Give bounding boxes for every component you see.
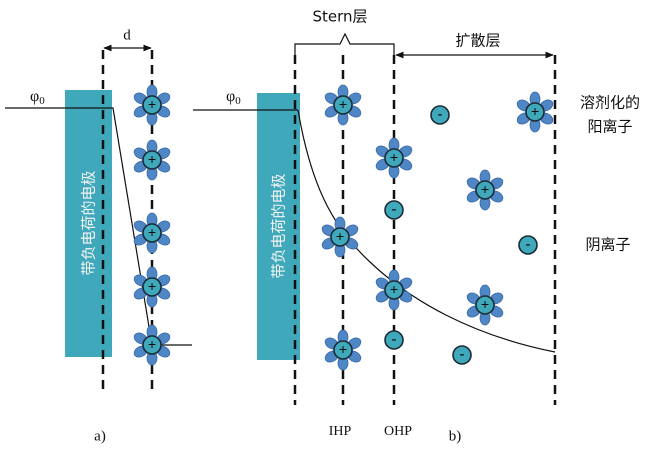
ion-sign: - (460, 346, 465, 362)
ion-sign: + (148, 279, 157, 295)
ion-sign: + (148, 225, 157, 241)
potential-symbol: φ (30, 88, 39, 105)
solvated-cation: + (515, 92, 555, 132)
anion-group: - (385, 201, 403, 219)
solvated-cation: + (374, 138, 414, 178)
stern-label: Stern层 (312, 8, 367, 26)
anion-group: - (431, 106, 449, 124)
potential-subscript: 0 (235, 95, 241, 107)
caption: b) (449, 428, 462, 444)
anion-label: 阴离子 (585, 236, 630, 254)
ion-sign: + (531, 104, 540, 120)
ion-sign: - (526, 236, 531, 252)
ion-sign: + (390, 150, 399, 166)
double-layer-diagram: 带负电荷的电极 d φ0 a) 带负电荷的电极 Stern层 扩散层 φ0 溶剂… (0, 0, 651, 450)
ohp-label: OHP (384, 424, 412, 439)
solvated-cation: + (323, 330, 363, 370)
ion-sign: + (390, 282, 399, 298)
ion-sign: + (481, 297, 490, 313)
solvated-cation: + (132, 267, 172, 307)
solvated-cation: + (320, 217, 360, 257)
anion-group: - (385, 331, 403, 349)
distance-label: d (123, 27, 131, 43)
solvated-cation: + (132, 85, 172, 125)
cation-label: 阳离子 (587, 118, 632, 136)
ion-sign: + (339, 342, 348, 358)
solvated-cation: + (132, 213, 172, 253)
electrode-label: 带负电荷的电极 (80, 170, 98, 275)
solvated-cation: + (465, 170, 505, 210)
ion-sign: + (339, 97, 348, 113)
ion-sign: + (148, 337, 157, 353)
solvated-cation: + (132, 140, 172, 180)
solvated-cation: + (323, 85, 363, 125)
potential-subscript: 0 (39, 95, 45, 107)
anion-group: - (519, 236, 537, 254)
solvated-cation: + (465, 285, 505, 325)
electrode-label: 带负电荷的电极 (270, 173, 288, 278)
ihp-label: IHP (329, 424, 352, 439)
stern-bracket (295, 34, 394, 56)
potential-label: φ0 (226, 88, 241, 107)
ion-sign: + (148, 97, 157, 113)
anion-group: - (453, 346, 471, 364)
ion-sign: + (148, 152, 157, 168)
caption: a) (94, 428, 106, 444)
cation-label: 溶剂化的 (580, 94, 640, 112)
potential-symbol: φ (226, 88, 235, 105)
ion-sign: - (392, 331, 397, 347)
diffuse-label: 扩散层 (455, 32, 500, 50)
ion-sign: + (481, 182, 490, 198)
ion-sign: + (336, 229, 345, 245)
potential-label: φ0 (30, 88, 45, 107)
ion-sign: - (438, 106, 443, 122)
ion-sign: - (392, 201, 397, 217)
solvated-cation: + (374, 270, 414, 310)
